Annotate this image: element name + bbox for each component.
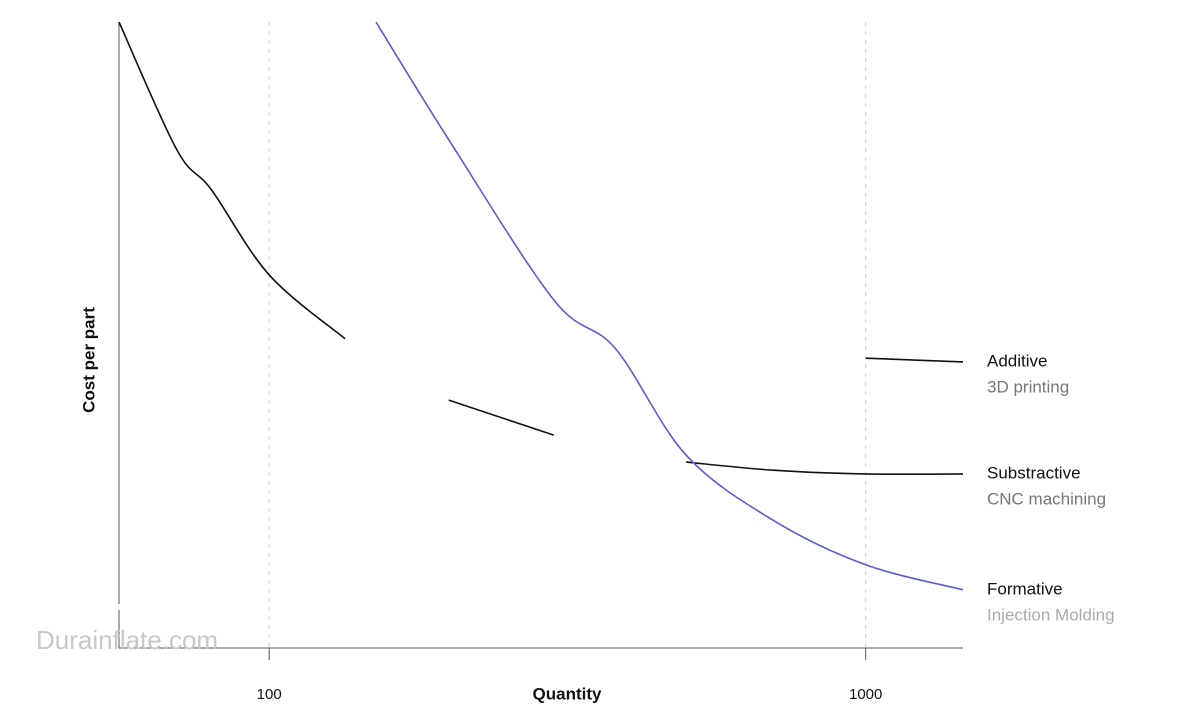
series-label: Additive	[987, 351, 1047, 370]
series-label: Formative	[987, 579, 1063, 598]
x-tick-label: 1000	[849, 686, 882, 703]
y-axis-title: Cost per part	[79, 307, 98, 413]
series-line	[375, 21, 964, 591]
series-line	[118, 21, 964, 476]
series-line	[865, 357, 964, 363]
x-tick-label: 100	[257, 686, 282, 703]
x-axis-title: Quantity	[533, 684, 602, 703]
series-label: Substractive	[987, 463, 1081, 482]
watermark: Durainflate.com	[36, 625, 218, 655]
series-description: 3D printing	[987, 377, 1069, 396]
series-description: CNC machining	[987, 489, 1106, 508]
series-description: Injection Molding	[987, 605, 1115, 624]
